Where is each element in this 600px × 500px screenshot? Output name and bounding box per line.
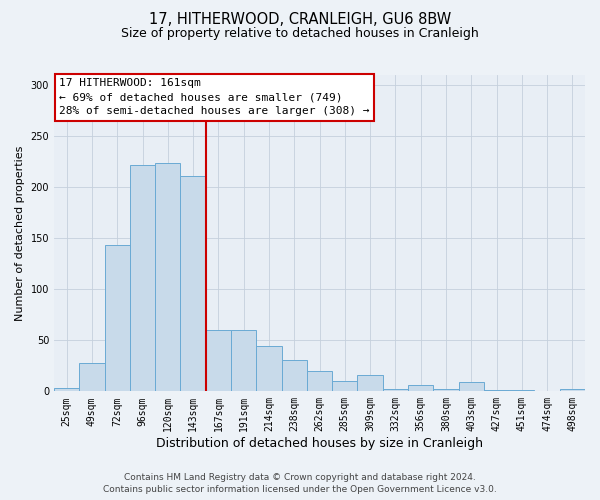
Text: 17, HITHERWOOD, CRANLEIGH, GU6 8BW: 17, HITHERWOOD, CRANLEIGH, GU6 8BW [149,12,451,28]
Bar [181,176,206,392]
Bar [130,165,155,392]
Text: 17 HITHERWOOD: 161sqm
← 69% of detached houses are smaller (749)
28% of semi-det: 17 HITHERWOOD: 161sqm ← 69% of detached … [59,78,370,116]
Bar [281,360,307,392]
Bar [560,390,585,392]
Bar [155,163,181,392]
Bar [433,390,458,392]
Bar [256,346,281,392]
Bar [231,330,256,392]
Y-axis label: Number of detached properties: Number of detached properties [15,146,25,321]
Bar [484,390,509,392]
Bar [104,246,130,392]
Bar [307,371,332,392]
Text: Contains HM Land Registry data © Crown copyright and database right 2024.
Contai: Contains HM Land Registry data © Crown c… [103,473,497,494]
Bar [206,330,231,392]
Bar [509,390,535,392]
Text: Size of property relative to detached houses in Cranleigh: Size of property relative to detached ho… [121,28,479,40]
Bar [408,385,433,392]
Bar [54,388,79,392]
Bar [358,375,383,392]
Bar [383,390,408,392]
Bar [458,382,484,392]
X-axis label: Distribution of detached houses by size in Cranleigh: Distribution of detached houses by size … [156,437,483,450]
Bar [79,363,104,392]
Bar [332,381,358,392]
